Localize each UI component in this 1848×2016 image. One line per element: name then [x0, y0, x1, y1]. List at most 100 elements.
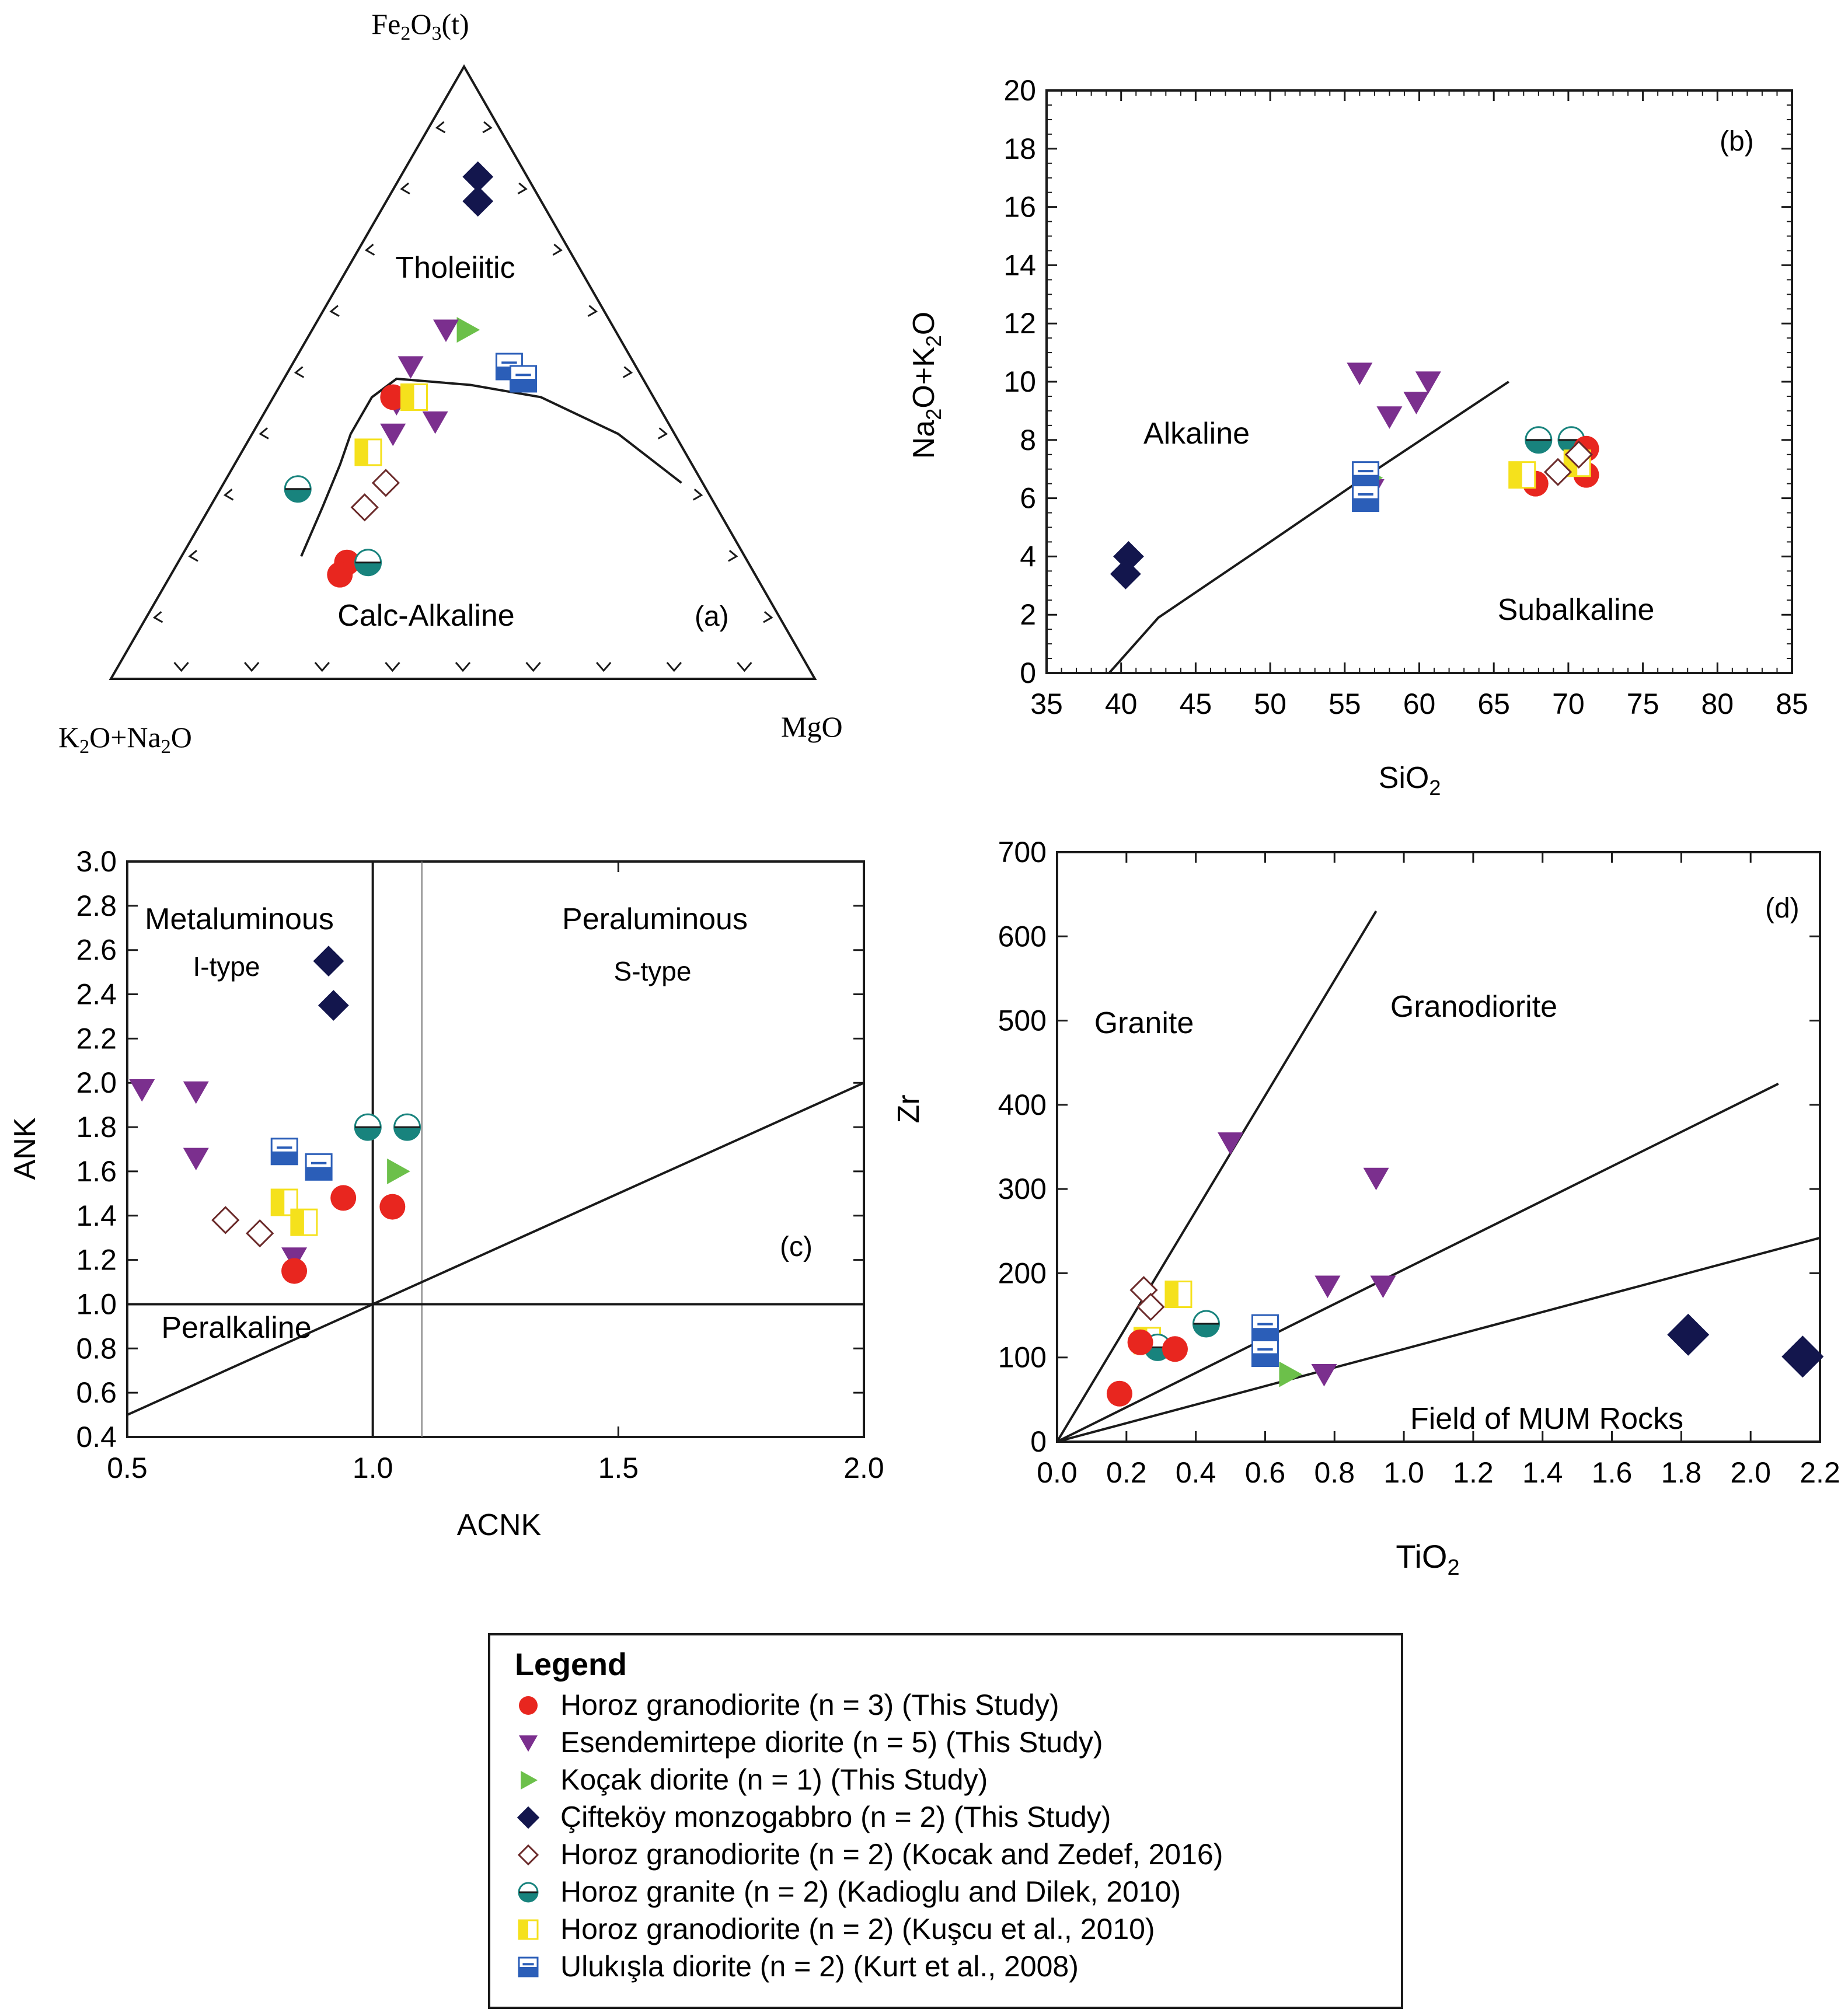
y-tick-label: 18 [1003, 132, 1036, 165]
tick [329, 305, 340, 317]
y-tick-label: 0 [1030, 1425, 1047, 1458]
tick [728, 550, 738, 562]
data-point-horoz [327, 561, 353, 588]
y-tick-label: 0.6 [76, 1376, 117, 1409]
legend-entry-label: Çifteköy monzogabbro (n = 2) (This Study… [560, 1801, 1111, 1833]
field-label-granite: Granite [1094, 1006, 1194, 1040]
x-tick-label: 45 [1180, 688, 1212, 720]
apex-label-right: MgO [781, 710, 843, 743]
x-tick-label: 1.0 [1383, 1456, 1424, 1489]
data-point-kadi [393, 1113, 421, 1141]
x-tick-label: 0.0 [1037, 1456, 1078, 1489]
field-label-granodiorite: Granodiorite [1390, 990, 1557, 1024]
data-point-civ [1110, 558, 1141, 590]
y-tick-label: 100 [998, 1341, 1047, 1374]
x-tick-label: 80 [1701, 688, 1734, 720]
scatter-points [129, 946, 421, 1284]
data-point-civ [1667, 1313, 1710, 1356]
y-tick-label: 0 [1020, 657, 1036, 689]
y-axis-label: ANK [8, 1117, 42, 1180]
data-point-esen [1376, 406, 1403, 429]
x-axis-label: ACNK [457, 1508, 542, 1542]
x-tick-label: 0.6 [1245, 1456, 1286, 1489]
x-tick-label: 70 [1552, 688, 1585, 720]
panel-a-ternary: Fe2O3(t) K2O+Na2O MgO Tholeiitic Calc-Al… [58, 8, 843, 758]
tick [552, 243, 563, 256]
data-point-kocak_z [1543, 458, 1572, 486]
legend-marker-kocak [521, 1771, 538, 1790]
tick [482, 121, 493, 134]
data-point-horoz [281, 1258, 308, 1284]
y-tick-label: 6 [1020, 482, 1036, 515]
data-point-kadi [1192, 1310, 1220, 1338]
panel-b-tas: 35 40 45 50 55 60 65 70 75 80 8502468101214161820 … [907, 74, 1808, 800]
data-point-esen [422, 411, 448, 434]
legend-entry-label: Esendemirtepe diorite (n = 5) (This Stud… [560, 1726, 1103, 1759]
tick [385, 662, 400, 672]
data-point-kadi [284, 475, 312, 503]
y-tick-label: 10 [1003, 365, 1036, 398]
ternary-points [284, 161, 537, 588]
data-point-horoz [1106, 1380, 1132, 1407]
data-point-kocak [387, 1158, 410, 1184]
x-tick-label: 2.0 [1730, 1456, 1771, 1489]
x-tick-label: 0.5 [107, 1452, 148, 1484]
y-tick-label: 4 [1020, 540, 1036, 573]
legend-marker-kuscu [518, 1919, 539, 1940]
data-point-civ [1781, 1335, 1824, 1378]
tick [152, 611, 163, 623]
tick [596, 662, 612, 672]
data-point-horoz [330, 1185, 357, 1211]
y-tick-label: 2 [1020, 598, 1036, 631]
data-point-esen [1311, 1363, 1337, 1387]
data-point-kuscu [354, 438, 382, 466]
y-tick-label: 2.2 [76, 1022, 117, 1055]
y-tick-label: 8 [1020, 424, 1036, 456]
tick [692, 489, 703, 501]
data-point-ulu [1352, 484, 1380, 512]
data-point-kuscu [1508, 461, 1536, 489]
tick [314, 662, 330, 672]
tick [244, 662, 260, 672]
y-axis-label: Na2O+K2O [907, 312, 946, 459]
axes: 0.0 0.2 0.4 0.6 0.8 1.0 1.2 1.4 1.6 1.8 2.0 2.2 0 100… [998, 836, 1840, 1489]
legend-marker-esen [519, 1735, 538, 1752]
data-point-esen [1314, 1275, 1341, 1298]
y-tick-label: 200 [998, 1257, 1047, 1289]
y-tick-label: 500 [998, 1004, 1047, 1037]
x-tick-label: 85 [1776, 688, 1808, 720]
field-label-tholeiitic: Tholeiitic [395, 251, 515, 285]
y-tick-label: 300 [998, 1173, 1047, 1205]
tick [188, 550, 198, 562]
diagonal-line [127, 1082, 864, 1416]
tick [364, 243, 375, 256]
tick [223, 489, 234, 501]
data-point-esen [183, 1147, 209, 1171]
scatter-points [1110, 362, 1599, 590]
data-point-horoz [1127, 1329, 1153, 1355]
field-label-subalkaline: Subalkaline [1498, 593, 1655, 627]
scatter-points [1106, 1132, 1824, 1407]
x-tick-label: 35 [1030, 688, 1063, 720]
panel-c-ank-acnk: 0.5 1.0 1.5 2.0 0.4 0.6 0.8 1.0 1.2 1.4 1.6 1.8 2.0 2… [8, 845, 884, 1542]
classification-line [1057, 1236, 1821, 1443]
y-tick-label: 16 [1003, 191, 1036, 224]
data-point-esen [1347, 362, 1373, 385]
data-point-horoz [1162, 1336, 1188, 1362]
x-tick-label: 1.6 [1592, 1456, 1633, 1489]
data-point-ulu [1251, 1340, 1279, 1367]
alkaline-subalkaline-boundary [1108, 381, 1509, 674]
field-label-peralkaline: Peralkaline [161, 1311, 311, 1345]
x-tick-label: 50 [1254, 688, 1286, 720]
field-label-peraluminous: Peraluminous [562, 902, 748, 936]
y-tick-label: 1.6 [76, 1155, 117, 1188]
apex-label-left: K2O+Na2O [58, 721, 192, 758]
y-tick-label: 0.8 [76, 1332, 117, 1365]
data-point-ulu [509, 365, 537, 393]
tick [294, 366, 305, 378]
data-point-esen [1403, 392, 1429, 414]
field-label-calc-alkaline: Calc-Alkaline [337, 599, 514, 633]
data-point-esen [433, 319, 459, 342]
x-tick-label: 2.2 [1800, 1456, 1840, 1489]
legend-title: Legend [515, 1647, 627, 1682]
